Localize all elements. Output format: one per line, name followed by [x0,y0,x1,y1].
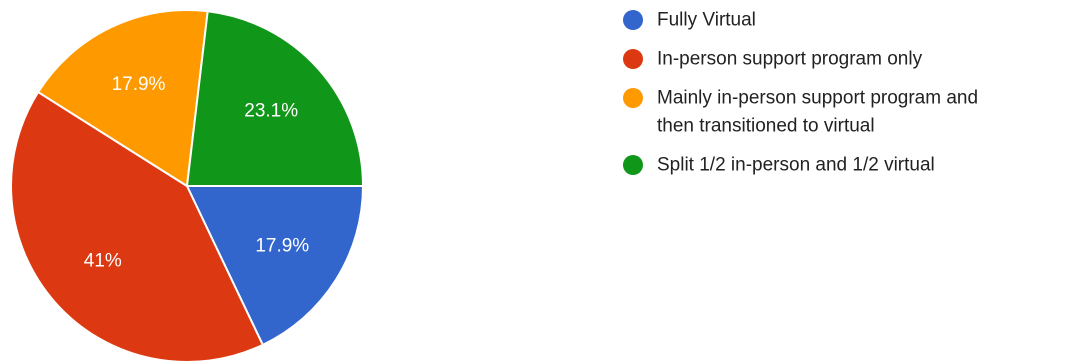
pie-slice-split-1-2-in-person-and-1-2-virtual [186,10,364,187]
legend: Fully Virtual In-person support program o… [623,10,978,176]
legend-label: then transitioned to virtual [657,116,875,137]
pie-slice-label: 41% [84,250,122,271]
pie-slice-label: 17.9% [255,236,309,257]
legend-label: Mainly in-person support program and [657,88,978,109]
pie-slice-in-person-support-program-only [10,91,264,362]
pie-slice-fully-virtual [186,185,364,346]
legend-item: Mainly in-person support program and then… [623,88,978,137]
pie-slice-label: 17.9% [112,74,166,95]
legend-item: Fully Virtual [623,10,756,31]
legend-label: Split 1/2 in-person and 1/2 virtual [657,155,935,176]
legend-item: In-person support program only [623,49,923,70]
legend-label: Fully Virtual [657,10,756,31]
legend-item: Split 1/2 in-person and 1/2 virtual [623,155,935,176]
legend-swatch [623,10,643,30]
pie-slices [10,9,364,362]
legend-swatch [623,155,643,175]
legend-label: In-person support program only [657,49,923,70]
pie-slice-labels: 17.9% 41% 17.9% 23.1% [84,74,310,271]
legend-swatch [623,88,643,108]
pie-slice-label: 23.1% [244,101,298,122]
pie-slice-mainly-in-person-support-program-and-then-transitioned-to-virtual [37,9,209,187]
legend-swatch [623,49,643,69]
